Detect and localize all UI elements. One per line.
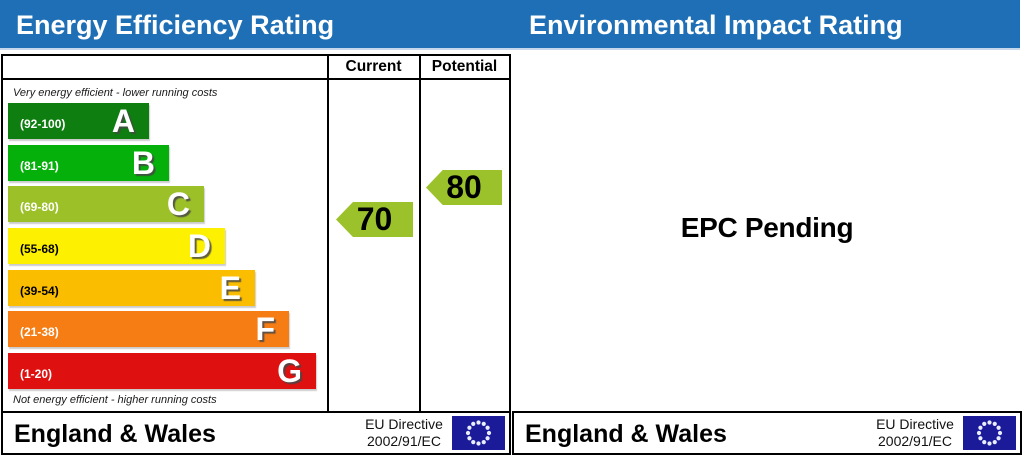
band-range-label: (69-80) bbox=[20, 200, 59, 214]
band-range-label: (39-54) bbox=[20, 284, 59, 298]
band-letter: F bbox=[255, 311, 275, 347]
rating-band-e: (39-54) E bbox=[8, 270, 255, 306]
band-range-label: (92-100) bbox=[20, 117, 66, 131]
band-letter: B bbox=[131, 145, 155, 181]
eu-directive-label: EU Directive 2002/91/EC bbox=[870, 416, 960, 449]
eu-directive-line2: 2002/91/EC bbox=[367, 432, 441, 449]
header-bar: Energy Efficiency Rating Environmental I… bbox=[0, 0, 1020, 50]
epc-pending-message: EPC Pending bbox=[680, 212, 854, 243]
region-label: England & Wales bbox=[525, 420, 727, 448]
potential-column-header: Potential bbox=[431, 58, 498, 75]
potential-column-divider bbox=[419, 54, 421, 411]
potential-rating-value: 80 bbox=[446, 169, 482, 205]
band-letter: A bbox=[111, 103, 135, 139]
band-range-label: (81-91) bbox=[20, 159, 59, 173]
band-letter: E bbox=[219, 270, 241, 306]
band-letter: G bbox=[277, 353, 302, 389]
eu-flag-icon bbox=[452, 416, 505, 450]
bottom-caption: Not energy efficient - higher running co… bbox=[13, 394, 217, 406]
energy-efficiency-title: Energy Efficiency Rating bbox=[16, 10, 335, 40]
eu-directive-label: EU Directive 2002/91/EC bbox=[359, 416, 449, 449]
rating-band-g: (1-20) G bbox=[8, 353, 316, 389]
current-column-header: Current bbox=[345, 58, 402, 75]
eu-flag-icon bbox=[963, 416, 1016, 450]
rating-band-f: (21-38) F bbox=[8, 311, 289, 347]
current-rating-arrow: 70 bbox=[336, 202, 413, 237]
band-range-label: (1-20) bbox=[20, 367, 53, 381]
eu-directive-line2: 2002/91/EC bbox=[878, 432, 952, 449]
table-header-divider bbox=[1, 78, 511, 80]
eu-directive-line1: EU Directive bbox=[876, 416, 954, 432]
potential-rating-arrow: 80 bbox=[426, 170, 502, 205]
band-letter: C bbox=[166, 186, 190, 222]
band-letter: D bbox=[187, 228, 211, 264]
rating-band-c: (69-80) C bbox=[8, 186, 204, 222]
band-range-label: (21-38) bbox=[20, 325, 59, 339]
eu-directive-line1: EU Directive bbox=[365, 416, 443, 432]
top-caption: Very energy efficient - lower running co… bbox=[13, 87, 218, 99]
rating-band-b: (81-91) B bbox=[8, 145, 169, 181]
region-label: England & Wales bbox=[14, 420, 216, 448]
rating-band-a: (92-100) A bbox=[8, 103, 149, 139]
environmental-impact-title: Environmental Impact Rating bbox=[529, 10, 903, 40]
current-column-divider bbox=[327, 54, 329, 411]
footer-england-wales-right: England & Wales EU Directive 2002/91/EC bbox=[512, 411, 1022, 455]
rating-band-d: (55-68) D bbox=[8, 228, 225, 264]
footer-england-wales-left: England & Wales EU Directive 2002/91/EC bbox=[1, 411, 511, 455]
current-rating-value: 70 bbox=[356, 201, 393, 237]
band-range-label: (55-68) bbox=[20, 242, 59, 256]
